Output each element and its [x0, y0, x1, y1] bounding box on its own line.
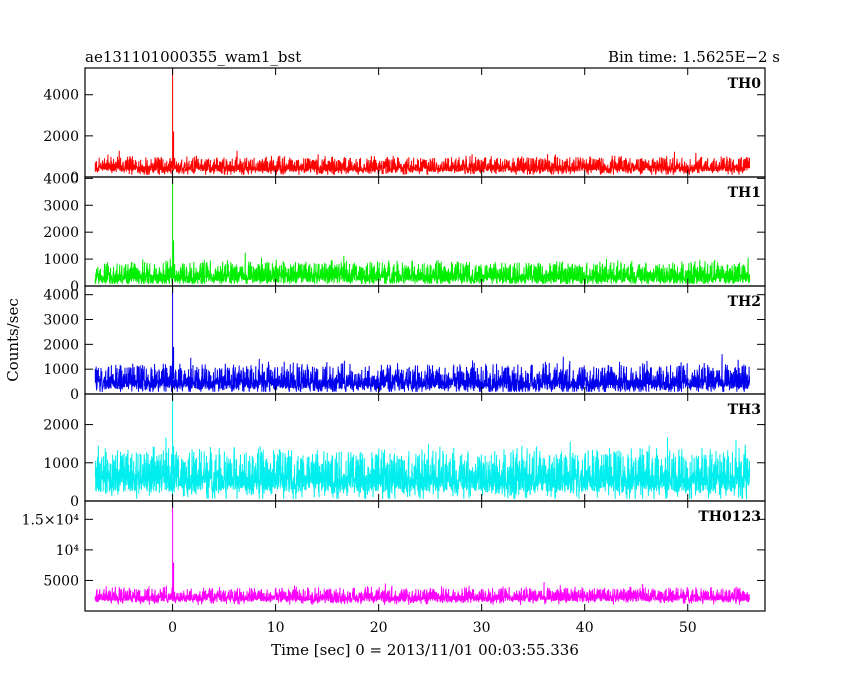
y-tick-label: 0 [70, 494, 79, 510]
y-tick-label: 3000 [43, 313, 79, 329]
panels-group: 020004000TH001000200030004000TH101000200… [22, 67, 766, 636]
panel-label-th2: TH2 [728, 294, 761, 310]
panel-label-th0123: TH0123 [698, 509, 761, 525]
series-line-th3 [94, 394, 750, 499]
y-axis-label: Counts/sec [4, 298, 22, 382]
y-tick-label: 1000 [43, 456, 79, 472]
x-tick-label: 30 [473, 620, 491, 636]
y-tick-label: 1000 [43, 252, 79, 268]
x-axis-label: Time [sec] 0 = 2013/11/01 00:03:55.336 [271, 641, 579, 659]
panel-label-th1: TH1 [728, 185, 761, 201]
y-tick-label: 10⁴ [56, 543, 80, 559]
y-tick-label: 0 [70, 170, 79, 186]
y-tick-label: 2000 [43, 337, 79, 353]
y-tick-label: 4000 [43, 88, 79, 104]
panel-frame-th0123 [84, 500, 766, 612]
y-tick-label: 1.5×10⁴ [22, 512, 80, 528]
y-tick-label: 4000 [43, 171, 79, 187]
series-line-th0 [94, 68, 750, 175]
y-tick-label: 0 [70, 279, 79, 295]
series-line-th2 [94, 287, 750, 392]
y-tick-label: 2000 [43, 225, 79, 241]
series-line-th1 [94, 178, 750, 285]
y-tick-label: 2000 [43, 418, 79, 434]
x-tick-label: 50 [679, 620, 697, 636]
chart-title-right: Bin time: 1.5625E−2 s [608, 48, 780, 66]
y-tick-label: 4000 [43, 288, 79, 304]
series-line-th0123 [94, 501, 750, 606]
y-tick-label: 2000 [43, 129, 79, 145]
y-tick-label: 0 [70, 387, 79, 403]
x-tick-label: 0 [168, 620, 177, 636]
chart-title-left: ae131101000355_wam1_bst [85, 48, 301, 66]
y-tick-label: 1000 [43, 362, 79, 378]
x-tick-label: 20 [370, 620, 388, 636]
y-tick-label: 5000 [43, 573, 79, 589]
x-tick-label: 10 [267, 620, 285, 636]
y-tick-label: 3000 [43, 198, 79, 214]
x-tick-label: 40 [576, 620, 594, 636]
panel-label-th3: TH3 [728, 402, 761, 418]
panel-label-th0: TH0 [728, 76, 762, 92]
